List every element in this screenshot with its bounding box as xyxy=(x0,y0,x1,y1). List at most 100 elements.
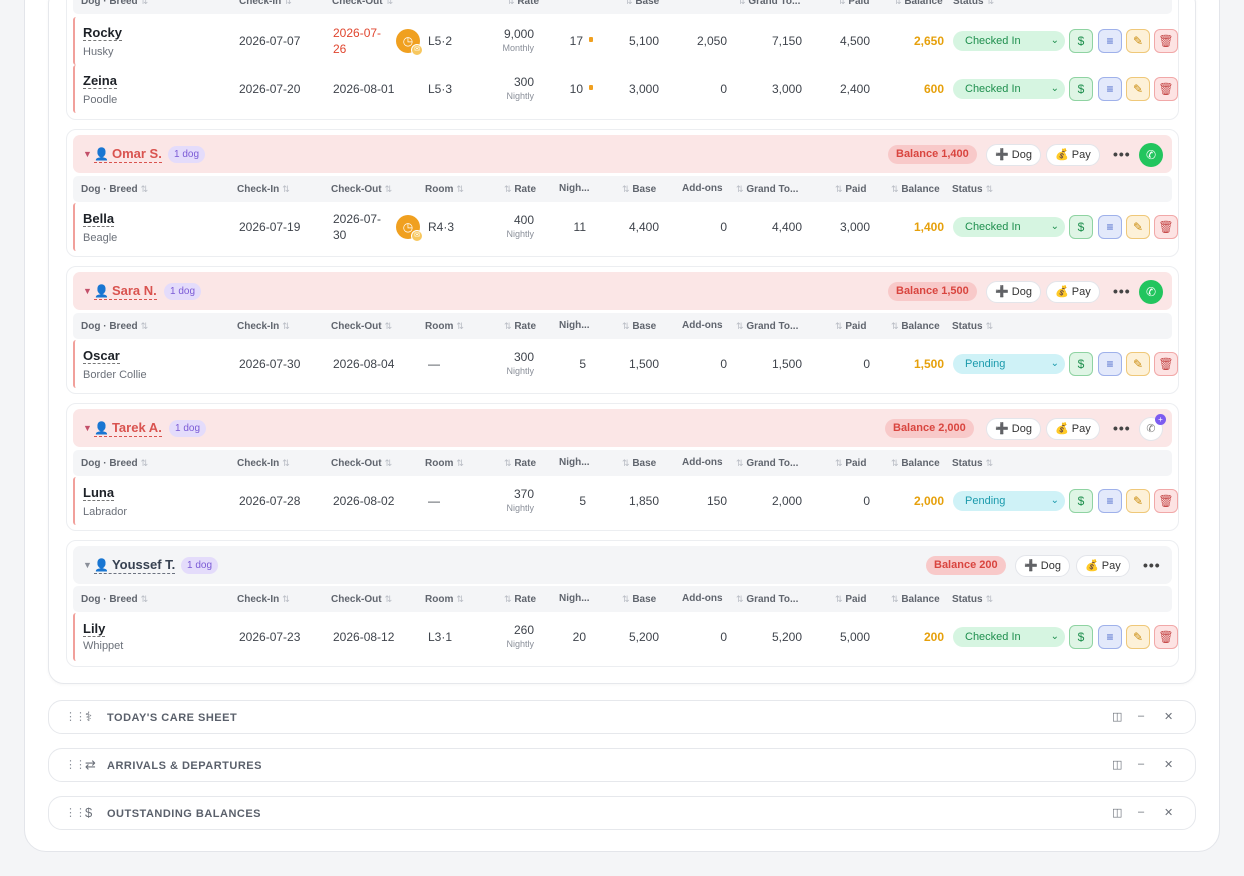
col-paid[interactable]: ⇅ Paid xyxy=(835,321,867,332)
dog-name[interactable]: Luna xyxy=(83,485,115,501)
edit-icon[interactable]: ✎ xyxy=(1126,489,1150,513)
care-sheet-panel[interactable]: ⋮⋮ ⚕ TODAY'S CARE SHEET ◫ – ✕ xyxy=(48,700,1196,734)
dog-name[interactable]: Lily xyxy=(83,621,106,637)
receipt-icon[interactable]: ≡ xyxy=(1098,489,1122,513)
dog-name[interactable]: Bella xyxy=(83,211,115,227)
owner-name[interactable]: 👤 Sara N. xyxy=(94,283,157,300)
drag-handle-icon[interactable]: ⋮⋮ xyxy=(65,807,86,819)
pay-button[interactable]: 💰 Pay xyxy=(1046,144,1100,166)
col-grand-total[interactable]: ⇅ Grand To... xyxy=(736,458,799,469)
close-icon[interactable]: ✕ xyxy=(1164,711,1174,723)
status-select[interactable]: Checked In ⌄ xyxy=(953,31,1065,51)
close-icon[interactable]: ✕ xyxy=(1164,807,1174,819)
col-room[interactable]: Room ⇅ xyxy=(425,184,464,195)
col-nights[interactable]: Nigh... xyxy=(559,593,590,604)
col-check-out[interactable]: Check-Out ⇅ xyxy=(332,0,394,7)
payment-icon[interactable]: $ xyxy=(1069,489,1093,513)
dog-name[interactable]: Oscar xyxy=(83,348,120,364)
edit-icon[interactable]: ✎ xyxy=(1126,77,1150,101)
col-balance[interactable]: ⇅ Balance xyxy=(891,458,940,469)
table-row[interactable]: Luna Labrador 2026-07-28 2026-08-02 — 37… xyxy=(73,477,1178,525)
edit-icon[interactable]: ✎ xyxy=(1126,215,1150,239)
more-options-icon[interactable]: ••• xyxy=(1143,557,1161,573)
col-dog-breed[interactable]: Dog · Breed ⇅ xyxy=(81,458,149,469)
col-addons[interactable]: Add-ons xyxy=(682,457,723,468)
payment-icon[interactable]: $ xyxy=(1069,352,1093,376)
col-dog-breed[interactable]: Dog · Breed ⇅ xyxy=(81,321,149,332)
col-status[interactable]: Status ⇅ xyxy=(952,458,994,469)
dog-name[interactable]: Zeina xyxy=(83,73,117,89)
minimize-icon[interactable]: – xyxy=(1138,710,1145,722)
col-paid[interactable]: ⇅ Paid xyxy=(835,594,867,605)
col-rate[interactable]: ⇅ Rate xyxy=(504,321,537,332)
add-dog-button[interactable]: ➕ Dog xyxy=(986,281,1041,303)
table-row[interactable]: Zeina Poodle 2026-07-20 2026-08-01 L5·3 … xyxy=(73,65,1178,113)
col-nights[interactable]: Nigh... xyxy=(559,457,590,468)
expand-panel-icon[interactable]: ◫ xyxy=(1112,711,1123,723)
col-base[interactable]: ⇅ Base xyxy=(625,0,660,7)
col-check-in[interactable]: Check-In ⇅ xyxy=(237,594,290,605)
edit-icon[interactable]: ✎ xyxy=(1126,625,1150,649)
receipt-icon[interactable]: ≡ xyxy=(1098,352,1122,376)
add-dog-button[interactable]: ➕ Dog xyxy=(1015,555,1070,577)
status-select[interactable]: Checked In ⌄ xyxy=(953,627,1065,647)
owner-name[interactable]: 👤 Omar S. xyxy=(94,146,162,163)
payment-icon[interactable]: $ xyxy=(1069,215,1093,239)
col-room[interactable]: Room ⇅ xyxy=(425,458,464,469)
col-dog-breed[interactable]: Dog · Breed ⇅ xyxy=(81,594,149,605)
col-paid[interactable]: ⇅ Paid xyxy=(838,0,870,7)
col-nights[interactable]: Nigh... xyxy=(559,320,590,331)
minimize-icon[interactable]: – xyxy=(1138,806,1145,818)
overstay-alert-icon[interactable]: ◷ ✉ xyxy=(396,215,423,242)
receipt-icon[interactable]: ≡ xyxy=(1098,625,1122,649)
col-grand-total[interactable]: ⇅ Grand To... xyxy=(736,321,799,332)
close-icon[interactable]: ✕ xyxy=(1164,759,1174,771)
arrivals-departures-panel[interactable]: ⋮⋮ ⇄ ARRIVALS & DEPARTURES ◫ – ✕ xyxy=(48,748,1196,782)
col-balance[interactable]: ⇅ Balance xyxy=(891,321,940,332)
payment-icon[interactable]: $ xyxy=(1069,77,1093,101)
collapse-caret-icon[interactable]: ▼ xyxy=(83,149,92,159)
pay-button[interactable]: 💰 Pay xyxy=(1046,418,1100,440)
col-rate[interactable]: ⇅ Rate xyxy=(507,0,540,7)
table-row[interactable]: Rocky Husky 2026-07-07 2026-07-26 ◷ ✉ L5·… xyxy=(73,17,1178,65)
pay-button[interactable]: 💰 Pay xyxy=(1076,555,1130,577)
col-paid[interactable]: ⇅ Paid xyxy=(835,458,867,469)
col-check-in[interactable]: Check-In ⇅ xyxy=(237,458,290,469)
col-grand-total[interactable]: ⇅ Grand To... xyxy=(736,594,799,605)
edit-icon[interactable]: ✎ xyxy=(1126,352,1150,376)
pay-button[interactable]: 💰 Pay xyxy=(1046,281,1100,303)
overstay-alert-icon[interactable]: ◷ ✉ xyxy=(396,29,423,56)
drag-handle-icon[interactable]: ⋮⋮ xyxy=(65,759,86,771)
col-room[interactable]: Room ⇅ xyxy=(425,321,464,332)
delete-icon[interactable]: 🗑 xyxy=(1154,29,1178,53)
col-base[interactable]: ⇅ Base xyxy=(622,594,657,605)
payment-icon[interactable]: $ xyxy=(1069,29,1093,53)
delete-icon[interactable]: 🗑 xyxy=(1154,215,1178,239)
collapse-caret-icon[interactable]: ▼ xyxy=(83,560,92,570)
col-check-in[interactable]: Check-In ⇅ xyxy=(237,184,290,195)
col-addons[interactable]: Add-ons xyxy=(682,320,723,331)
status-select[interactable]: Checked In ⌄ xyxy=(953,79,1065,99)
col-status[interactable]: Status ⇅ xyxy=(953,0,995,7)
col-balance[interactable]: ⇅ Balance xyxy=(891,184,940,195)
col-addons[interactable]: Add-ons xyxy=(682,593,723,604)
col-rate[interactable]: ⇅ Rate xyxy=(504,594,537,605)
more-options-icon[interactable]: ••• xyxy=(1113,283,1131,299)
col-dog-breed[interactable]: Dog · Breed ⇅ xyxy=(81,184,149,195)
whatsapp-icon[interactable]: ✆ xyxy=(1139,280,1163,304)
col-base[interactable]: ⇅ Base xyxy=(622,321,657,332)
expand-panel-icon[interactable]: ◫ xyxy=(1112,807,1123,819)
col-base[interactable]: ⇅ Base xyxy=(622,184,657,195)
col-nights[interactable]: Nigh... xyxy=(559,183,590,194)
whatsapp-icon[interactable]: ✆ xyxy=(1139,143,1163,167)
col-dog-breed[interactable]: Dog · Breed ⇅ xyxy=(81,0,149,7)
col-check-in[interactable]: Check-In ⇅ xyxy=(239,0,292,7)
col-base[interactable]: ⇅ Base xyxy=(622,458,657,469)
col-grand-total[interactable]: ⇅ Grand To... xyxy=(738,0,801,7)
col-grand-total[interactable]: ⇅ Grand To... xyxy=(736,184,799,195)
col-status[interactable]: Status ⇅ xyxy=(952,184,994,195)
delete-icon[interactable]: 🗑 xyxy=(1154,625,1178,649)
receipt-icon[interactable]: ≡ xyxy=(1098,215,1122,239)
delete-icon[interactable]: 🗑 xyxy=(1154,489,1178,513)
delete-icon[interactable]: 🗑 xyxy=(1154,77,1178,101)
